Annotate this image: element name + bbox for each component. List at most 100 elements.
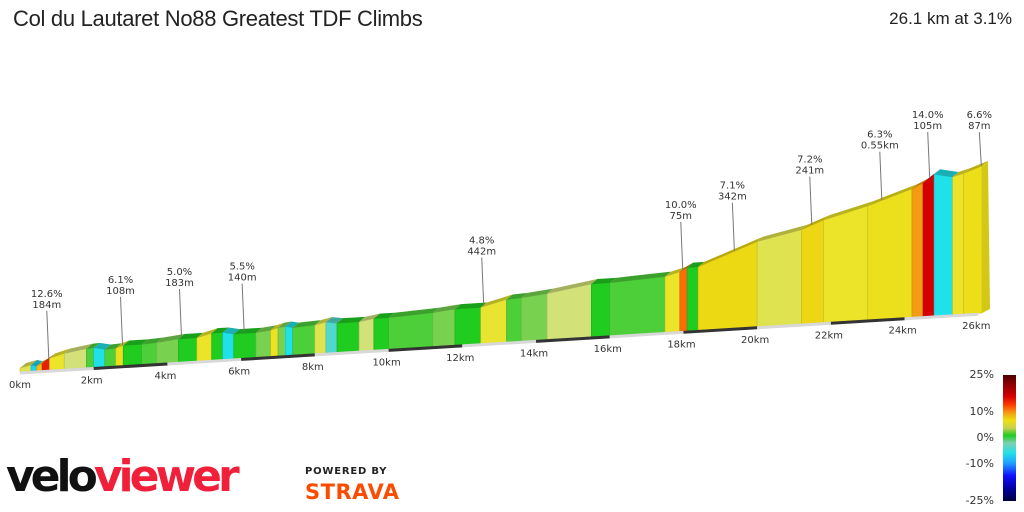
- segment-top-bevel: [222, 327, 240, 335]
- legend-tick-0: 0%: [976, 431, 994, 444]
- gradient-segment: [963, 165, 983, 315]
- segment-top-bevel: [665, 266, 686, 277]
- gradient-annotation: 6.6%87m: [967, 110, 992, 166]
- segment-top-bevel: [178, 332, 203, 340]
- legend-tick-10: 10%: [969, 405, 994, 418]
- profile-top-edge: [20, 161, 990, 368]
- axis-km-bar: [535, 335, 610, 343]
- segment-top-bevel: [952, 168, 970, 177]
- segment-top-bevel: [86, 342, 100, 349]
- segment-top-bevel: [49, 348, 71, 359]
- x-tick-label: 16km: [594, 344, 622, 355]
- gradient-segment: [30, 364, 37, 372]
- elevation-profile-chart: 0km 2km 4km 6km 8km 10km 12km 14km 16km 18km 20km 2…: [9, 110, 992, 391]
- annotation-gradient: 5.0%: [167, 267, 192, 278]
- gradient-segment: [336, 321, 360, 353]
- gradient-segment: [801, 219, 824, 325]
- annotation-leader-line: [978, 131, 982, 166]
- gradient-segment: [609, 276, 666, 337]
- x-tick-label: 2km: [81, 375, 103, 386]
- gradient-segment: [520, 293, 548, 342]
- gradient-annotation: 5.5%140m: [228, 262, 257, 332]
- gradient-segment: [277, 326, 286, 357]
- segment-top-bevel: [911, 177, 930, 189]
- gradient-segment: [697, 241, 758, 331]
- gradient-color-legend: [1003, 375, 1016, 501]
- gradient-segment: [933, 173, 953, 317]
- gradient-segment: [432, 308, 456, 348]
- segment-top-bevel: [687, 261, 705, 268]
- veloviewer-logo[interactable]: veloviewer: [6, 452, 240, 502]
- segment-top-bevel: [521, 288, 554, 298]
- gradient-segment: [255, 329, 271, 358]
- gradient-annotation: 4.8%442m: [467, 235, 496, 306]
- x-tick-label: 6km: [228, 366, 250, 377]
- gradient-annotation: 7.1%342m: [718, 181, 747, 251]
- gradient-segment: [270, 327, 279, 357]
- strava-logo[interactable]: STRAVA: [305, 480, 400, 504]
- axis-km-bar: [93, 362, 168, 370]
- x-tick-label: 18km: [667, 339, 695, 350]
- axis-km-bar: [757, 321, 831, 330]
- gradient-annotation: 14.0%105m: [912, 110, 944, 179]
- annotation-length: 184m: [32, 300, 61, 311]
- annotation-length: 0.55km: [861, 141, 899, 152]
- annotation-leader-line: [481, 257, 485, 306]
- axis-km-bar: [683, 326, 758, 334]
- annotation-gradient: 7.2%: [797, 155, 822, 166]
- gradient-segment: [141, 342, 157, 365]
- annotation-gradient: 6.1%: [108, 275, 133, 286]
- profile-end-face: [982, 161, 990, 313]
- x-tick-label: 14km: [520, 348, 548, 359]
- x-tick-label: 20km: [741, 335, 769, 346]
- gradient-annotation: 7.2%241m: [795, 155, 824, 225]
- gradient-segment: [867, 188, 913, 321]
- distance-axis: 0km 2km 4km 6km 8km 10km 12km 14km 16km 18km 20km 2…: [9, 312, 990, 391]
- segment-top-bevel: [373, 312, 395, 319]
- annotation-leader-line: [809, 176, 813, 225]
- x-tick-label: 12km: [446, 353, 474, 364]
- x-tick-label: 10km: [372, 357, 400, 368]
- segment-top-bevel: [64, 343, 93, 354]
- annotation-gradient: 14.0%: [912, 110, 944, 121]
- annotation-leader-line: [879, 151, 883, 200]
- segment-top-bevel: [506, 292, 528, 300]
- segment-top-bevel: [196, 328, 218, 338]
- annotation-length: 108m: [106, 286, 135, 297]
- gradient-segment: [373, 317, 389, 351]
- x-tick-label: 24km: [888, 326, 916, 337]
- gradient-segment: [196, 332, 212, 362]
- axis-km-bar: [830, 317, 905, 325]
- axis-km-bar: [462, 339, 537, 348]
- segment-top-bevel: [963, 161, 988, 174]
- gradient-segment: [292, 324, 316, 356]
- segment-top-bevel: [923, 169, 941, 183]
- gradient-annotation: 5.0%183m: [165, 267, 194, 338]
- annotation-length: 183m: [165, 278, 194, 289]
- segment-top-bevel: [285, 321, 299, 328]
- gradient-segment: [156, 338, 179, 364]
- segment-top-bevel: [325, 317, 343, 324]
- gradient-annotation: 12.6%184m: [31, 289, 63, 359]
- gradient-segment: [222, 332, 235, 360]
- annotation-leader-line: [178, 288, 182, 338]
- annotation-length: 87m: [968, 121, 990, 132]
- axis-km-bar: [167, 357, 242, 366]
- axis-km-bar: [314, 348, 389, 357]
- segment-top-bevel: [609, 271, 672, 283]
- gradient-segment: [388, 312, 434, 350]
- gradient-segment: [911, 182, 924, 318]
- gradient-segment: [952, 173, 964, 316]
- gradient-segment: [454, 307, 482, 346]
- gradient-segment: [922, 173, 935, 317]
- annotation-gradient: 12.6%: [31, 289, 63, 300]
- annotation-gradient: 4.8%: [469, 235, 494, 246]
- gradient-segment: [686, 266, 699, 332]
- segment-top-bevel: [141, 337, 163, 345]
- gradient-segment: [314, 321, 327, 355]
- gradient-segment: [823, 205, 869, 324]
- segment-top-bevel: [93, 342, 111, 350]
- segment-top-bevel: [934, 169, 959, 177]
- gradient-annotations: 12.6%184m 6.1%108m 5.0%183m 5.5%140m 4.8%442…: [31, 110, 992, 359]
- gradient-segment: [122, 344, 142, 366]
